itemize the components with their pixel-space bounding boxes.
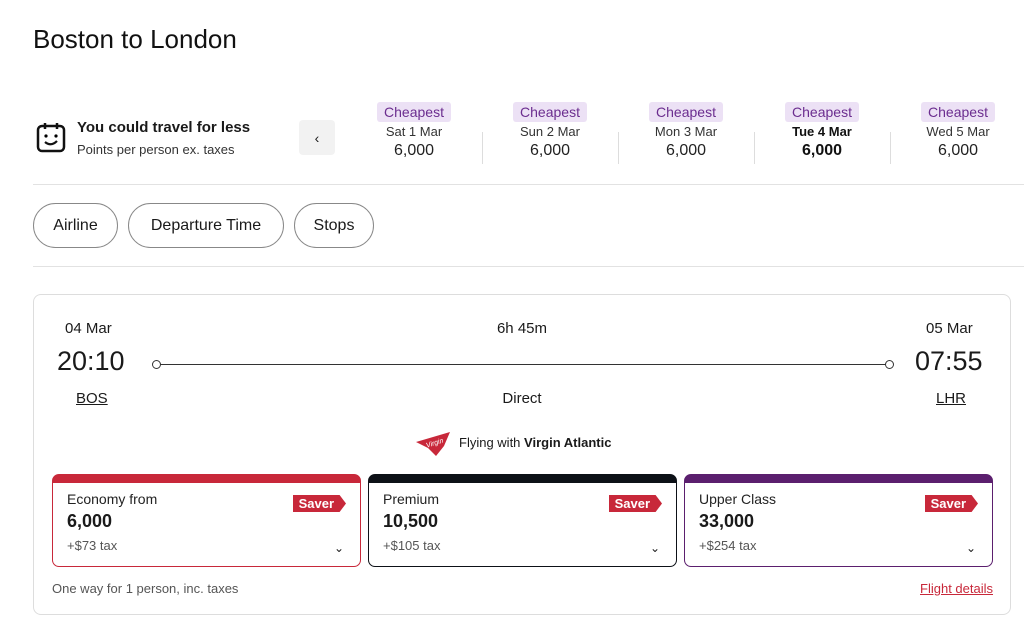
chevron-left-icon: ‹: [314, 129, 320, 146]
fare-tax: +$105 tax: [383, 538, 441, 553]
cheapest-badge: Cheapest: [513, 102, 587, 122]
saver-badge: Saver: [292, 495, 346, 512]
filter-stops[interactable]: Stops: [294, 203, 374, 248]
date-option-selected[interactable]: Cheapest Tue 4 Mar 6,000: [754, 102, 890, 164]
fare-tax: +$73 tax: [67, 538, 118, 553]
date-points: 6,000: [393, 142, 435, 159]
arrival-time: 07:55: [915, 346, 983, 376]
date-points: 6,000: [529, 142, 571, 159]
cheapest-badge: Cheapest: [649, 102, 723, 122]
departure-time: 20:10: [57, 346, 125, 376]
airline-name: Virgin Atlantic: [524, 435, 612, 450]
fare-tax: +$254 tax: [699, 538, 757, 553]
date-option[interactable]: Cheapest Wed 5 Mar 6,000: [890, 102, 1024, 164]
chevron-down-icon: ⌄: [965, 541, 976, 555]
date-points: 6,000: [937, 142, 979, 159]
date-points: 6,000: [665, 142, 707, 159]
departure-date: 04 Mar: [65, 320, 112, 337]
flight-card: [33, 294, 1011, 615]
date-option[interactable]: Cheapest Sat 1 Mar 6,000: [346, 102, 482, 160]
flight-details-link[interactable]: Flight details: [920, 581, 993, 596]
fare-upper-class[interactable]: Upper Class 33,000 +$254 tax Saver ⌄: [684, 474, 993, 567]
date-label: Mon 3 Mar: [654, 124, 718, 139]
filter-departure-time[interactable]: Departure Time: [128, 203, 284, 248]
previous-dates-button[interactable]: ‹: [299, 120, 335, 155]
calendar-smile-icon: [36, 123, 66, 153]
fare-premium[interactable]: Premium 10,500 +$105 tax Saver ⌄: [368, 474, 677, 567]
flying-with-label: Flying with: [459, 435, 521, 450]
date-strip: Cheapest Sat 1 Mar 6,000 Cheapest Sun 2 Mar…: [346, 102, 1024, 164]
arrival-date: 05 Mar: [926, 320, 973, 337]
airline-info: Flying with Virgin Atlantic: [459, 435, 611, 450]
promo-title: You could travel for less: [77, 119, 251, 136]
date-label: Sun 2 Mar: [520, 124, 580, 139]
fare-points: 10,500: [383, 511, 439, 531]
date-label: Sat 1 Mar: [385, 124, 443, 139]
flight-duration: 6h 45m: [496, 320, 548, 337]
chevron-down-icon: ⌄: [649, 541, 660, 555]
arrival-airport-link[interactable]: LHR: [936, 390, 967, 407]
divider: [33, 184, 1024, 185]
fare-name: Premium: [383, 491, 440, 507]
fare-name: Economy from: [67, 491, 158, 507]
fare-note: One way for 1 person, inc. taxes: [52, 581, 239, 596]
date-label: Wed 5 Mar: [926, 124, 990, 139]
page-title: Boston to London: [33, 24, 237, 54]
saver-badge: Saver: [924, 495, 978, 512]
date-option[interactable]: Cheapest Mon 3 Mar 6,000: [618, 102, 754, 164]
fare-points: 33,000: [699, 511, 755, 531]
fare-economy[interactable]: Economy from 6,000 +$73 tax Saver ⌄: [52, 474, 361, 567]
virgin-atlantic-logo: Virgin: [414, 430, 452, 457]
stops-label: Direct: [502, 390, 542, 407]
cheapest-badge: Cheapest: [377, 102, 451, 122]
cheapest-badge: Cheapest: [785, 102, 859, 122]
divider: [33, 266, 1024, 267]
departure-airport-link[interactable]: BOS: [76, 390, 108, 407]
fare-points: 6,000: [67, 511, 113, 531]
promo-subtitle: Points per person ex. taxes: [77, 142, 235, 157]
route-line: [152, 360, 894, 370]
cheapest-badge: Cheapest: [921, 102, 995, 122]
date-label: Tue 4 Mar: [792, 124, 852, 139]
chevron-down-icon: ⌄: [333, 541, 344, 555]
saver-badge: Saver: [608, 495, 662, 512]
fare-name: Upper Class: [699, 491, 777, 507]
date-points: 6,000: [801, 142, 843, 159]
filter-airline[interactable]: Airline: [33, 203, 118, 248]
date-option[interactable]: Cheapest Sun 2 Mar 6,000: [482, 102, 618, 164]
